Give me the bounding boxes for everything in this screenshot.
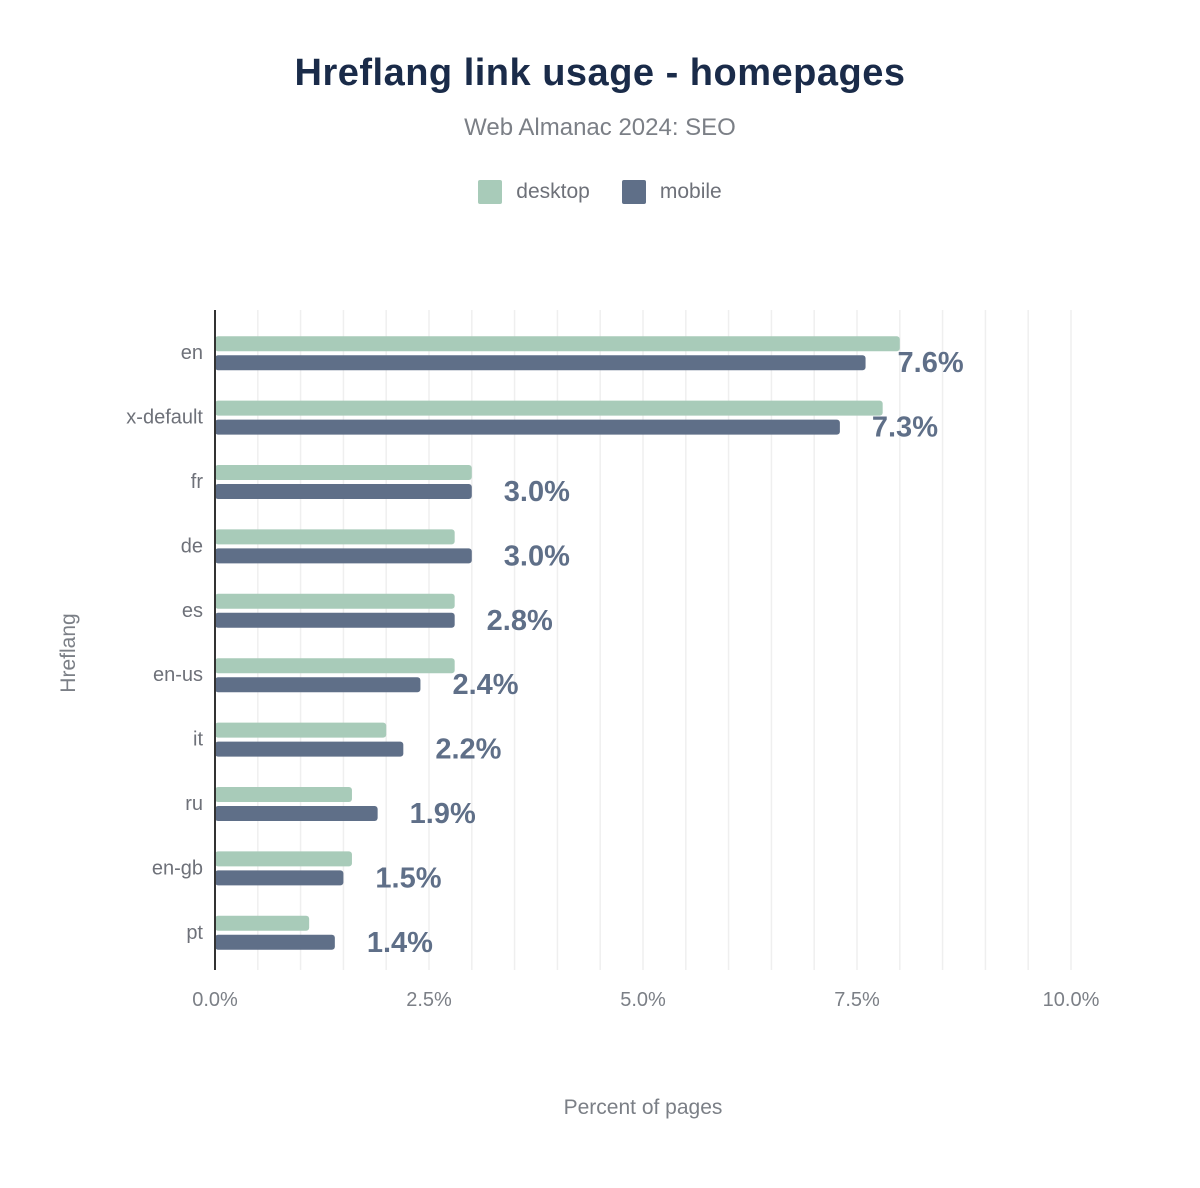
y-tick-label: pt: [186, 922, 203, 944]
legend: desktop mobile: [0, 180, 1200, 204]
legend-item-mobile[interactable]: mobile: [621, 180, 722, 204]
bar-desktop: [215, 787, 352, 802]
bar-desktop: [215, 593, 455, 609]
data-label: 2.4%: [452, 669, 518, 701]
chart-title: Hreflang link usage - homepages: [294, 52, 906, 94]
x-axis-title: Percent of pages: [564, 1096, 723, 1119]
y-tick-label: fr: [191, 471, 204, 493]
y-tick-label: it: [193, 729, 203, 751]
bar-mobile: [215, 741, 404, 757]
bar-mobile: [215, 355, 866, 371]
bar-mobile: [215, 419, 840, 435]
bar-desktop: [215, 465, 472, 480]
chart-subtitle: Web Almanac 2024: SEO: [464, 114, 736, 141]
bar-mobile: [215, 677, 421, 693]
data-label: 7.6%: [898, 347, 964, 379]
data-label: 7.3%: [872, 412, 938, 444]
bar-desktop: [215, 336, 900, 352]
bar-desktop: [215, 722, 387, 738]
data-label: 1.4%: [367, 927, 433, 959]
x-tick-label: 2.5%: [406, 989, 452, 1011]
y-tick-label: en-gb: [152, 857, 203, 879]
y-tick-label: x-default: [126, 407, 203, 429]
x-tick-label: 0.0%: [192, 989, 238, 1011]
bar-mobile: [215, 612, 455, 628]
data-label: 3.0%: [504, 476, 570, 508]
bar-desktop: [215, 529, 455, 545]
y-axis-title: Hreflang: [57, 613, 80, 692]
data-label: 2.8%: [487, 605, 553, 637]
y-tick-label: en-us: [153, 664, 203, 686]
legend-label-mobile: mobile: [659, 180, 722, 203]
bar-desktop: [215, 400, 883, 416]
y-tick-label: en: [181, 342, 203, 364]
x-tick-label: 5.0%: [620, 989, 666, 1011]
bar-desktop: [215, 915, 310, 931]
y-tick-label: de: [181, 535, 203, 557]
bar-desktop: [215, 658, 455, 674]
bar-mobile: [215, 870, 344, 886]
data-label: 2.2%: [435, 734, 501, 766]
bar-desktop: [215, 851, 352, 867]
legend-label-desktop: desktop: [516, 180, 590, 203]
data-label: 1.9%: [410, 798, 476, 830]
y-tick-label: ru: [185, 793, 203, 815]
bar-mobile: [215, 548, 472, 564]
x-tick-label: 7.5%: [834, 989, 880, 1011]
data-label: 1.5%: [375, 862, 441, 894]
data-label: 3.0%: [504, 540, 570, 572]
x-tick-label: 10.0%: [1043, 989, 1100, 1011]
legend-swatch-mobile: [621, 180, 646, 204]
legend-item-desktop[interactable]: desktop: [478, 180, 590, 204]
legend-swatch-desktop: [478, 180, 503, 204]
bar-mobile: [215, 934, 335, 950]
bar-mobile: [215, 484, 472, 499]
bar-mobile: [215, 806, 378, 821]
y-tick-label: es: [182, 600, 203, 622]
